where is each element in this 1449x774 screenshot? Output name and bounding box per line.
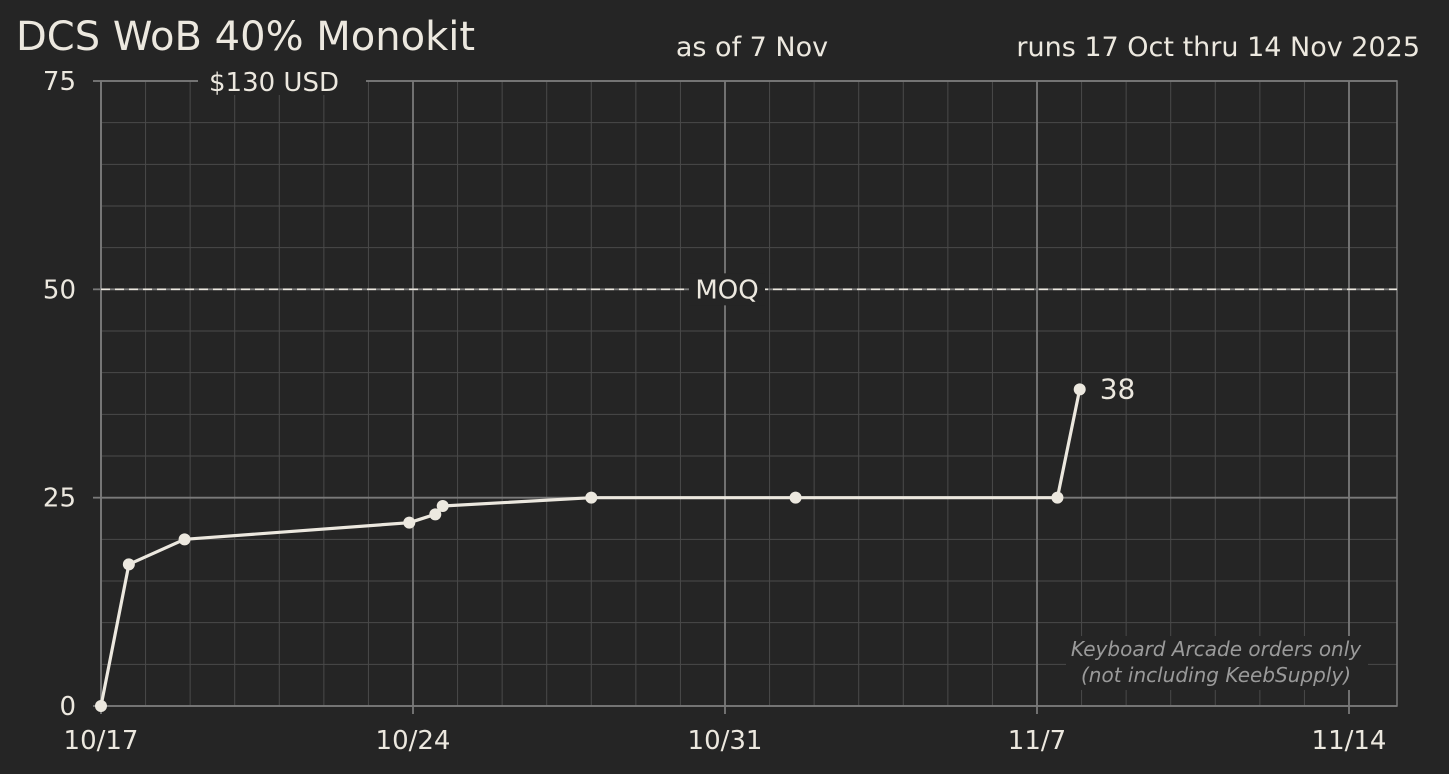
note-background bbox=[1066, 636, 1368, 690]
y-tick-label: 50 bbox=[43, 275, 76, 305]
data-point bbox=[95, 700, 107, 712]
moq-label-background bbox=[689, 273, 765, 306]
as-of-date: as of 7 Nov bbox=[676, 32, 828, 63]
data-point bbox=[436, 500, 449, 512]
x-tick-label: 10/17 bbox=[64, 726, 139, 756]
data-point bbox=[122, 558, 135, 571]
series-line bbox=[99, 387, 1082, 708]
run-dates: runs 17 Oct thru 14 Nov 2025 bbox=[1016, 32, 1420, 63]
price-label-background bbox=[198, 69, 366, 95]
x-tick-label: 11/14 bbox=[1312, 726, 1387, 756]
series-points bbox=[95, 383, 1086, 712]
data-point bbox=[1073, 383, 1086, 396]
data-point bbox=[403, 516, 416, 529]
last-value-label: 38 bbox=[1100, 372, 1136, 405]
plot-frame bbox=[100, 80, 1398, 707]
data-point bbox=[178, 533, 191, 546]
x-tick-label: 10/24 bbox=[376, 726, 451, 756]
y-tick-label: 0 bbox=[59, 692, 76, 722]
note-line-1: Keyboard Arcade orders only bbox=[1071, 637, 1362, 661]
data-point bbox=[585, 491, 598, 504]
x-axis-ticks: 10/17 10/24 10/31 11/7 11/14 bbox=[64, 706, 1387, 756]
y-tick-label: 25 bbox=[43, 484, 76, 514]
x-tick-label: 10/31 bbox=[688, 726, 763, 756]
data-point bbox=[429, 508, 442, 521]
major-grid bbox=[100, 80, 1397, 707]
minor-grid bbox=[101, 81, 1397, 706]
moq-label: MOQ bbox=[695, 275, 758, 305]
data-point bbox=[789, 491, 802, 504]
price-label: $130 USD bbox=[209, 68, 339, 98]
data-point bbox=[1051, 491, 1064, 504]
chart-title: DCS WoB 40% Monokit bbox=[16, 14, 475, 60]
y-axis-ticks: 0 25 50 75 bbox=[43, 67, 101, 722]
note-line-2: (not including KeebSupply) bbox=[1081, 663, 1351, 687]
x-tick-label: 11/7 bbox=[1008, 726, 1066, 756]
y-tick-label: 75 bbox=[43, 67, 76, 97]
